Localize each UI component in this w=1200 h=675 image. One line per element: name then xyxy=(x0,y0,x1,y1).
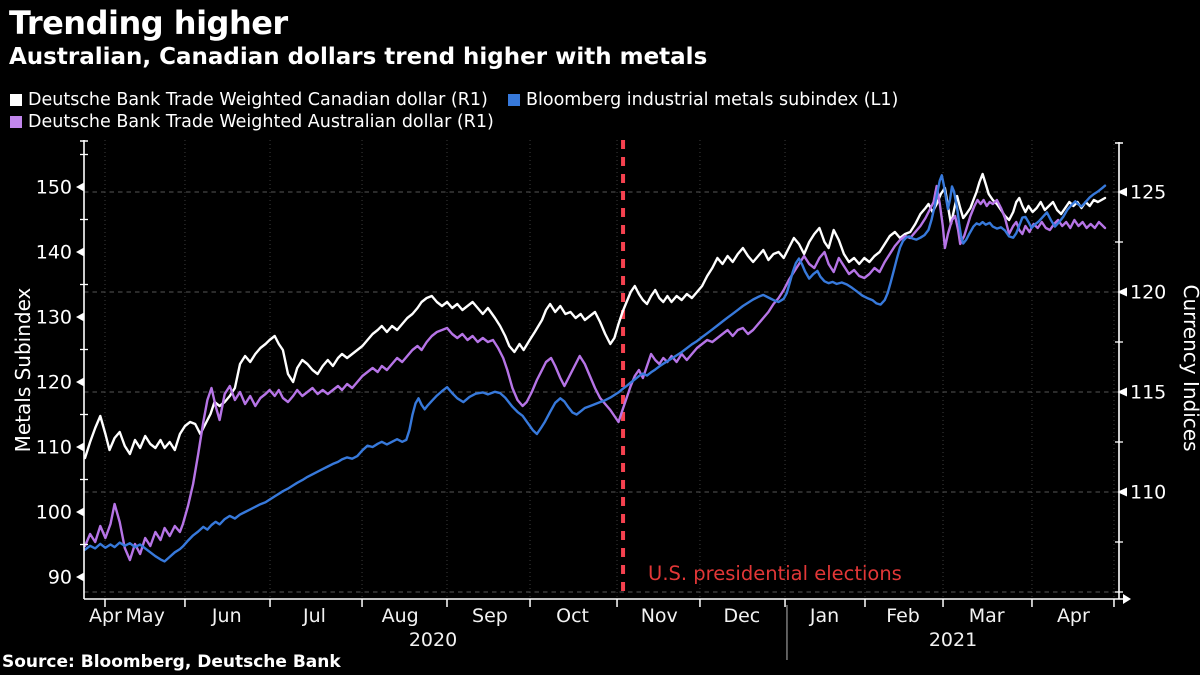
legend-swatch-icon xyxy=(10,116,22,128)
x-month-label: Apr xyxy=(1057,605,1090,627)
x-month-label: May xyxy=(126,605,165,627)
x-month-label: Dec xyxy=(723,605,760,627)
x-month-label: Feb xyxy=(886,605,920,627)
series-line-aud xyxy=(83,184,1107,562)
x-month-label: Oct xyxy=(556,605,589,627)
right-tick-label: 110 xyxy=(1130,482,1166,504)
left-tick-label: 140 xyxy=(36,242,72,264)
left-tick-label: 100 xyxy=(36,502,72,524)
left-tick-arrow-icon xyxy=(76,312,84,322)
left-tick-arrow-icon xyxy=(76,572,84,582)
left-tick-label: 120 xyxy=(36,372,72,394)
series-line-metals xyxy=(83,174,1107,563)
x-month-label: Mar xyxy=(969,605,1005,627)
legend-item: Deutsche Bank Trade Weighted Australian … xyxy=(10,112,494,132)
left-tick-arrow-icon xyxy=(76,182,84,192)
x-year-label: 2020 xyxy=(409,629,457,651)
left-tick-arrow-icon xyxy=(76,507,84,517)
x-year-label: 2021 xyxy=(929,629,977,651)
legend-swatch-icon xyxy=(10,94,22,106)
legend-label: Deutsche Bank Trade Weighted Canadian do… xyxy=(28,90,488,110)
right-tick-arrow-icon xyxy=(1117,487,1127,497)
left-tick-label: 150 xyxy=(36,177,72,199)
legend-item: Bloomberg industrial metals subindex (L1… xyxy=(508,90,898,110)
legend-swatch-icon xyxy=(508,94,520,106)
right-tick-arrow-icon xyxy=(1117,387,1127,397)
event-annotation-label: U.S. presidential elections xyxy=(648,562,902,585)
series-line-cad xyxy=(83,172,1107,460)
x-month-label: Jul xyxy=(302,605,326,627)
left-tick-label: 90 xyxy=(48,567,72,589)
page-subtitle: Australian, Canadian dollars trend highe… xyxy=(9,44,708,70)
left-axis-title: Metals Subindex xyxy=(11,287,35,452)
right-tick-label: 115 xyxy=(1130,382,1166,404)
x-month-label: Apr xyxy=(89,605,122,627)
right-tick-arrow-icon xyxy=(1117,187,1127,197)
x-month-label: Jan xyxy=(809,605,839,627)
right-axis-title: Currency Indices xyxy=(1179,284,1200,451)
right-tick-label: 120 xyxy=(1130,282,1166,304)
left-tick-label: 130 xyxy=(36,307,72,329)
x-month-label: Sep xyxy=(472,605,508,627)
legend-label: Deutsche Bank Trade Weighted Australian … xyxy=(28,112,494,132)
legend-item: Deutsche Bank Trade Weighted Canadian do… xyxy=(10,90,488,110)
x-axis-arrow-icon xyxy=(1123,594,1131,604)
right-tick-label: 125 xyxy=(1130,182,1166,204)
left-tick-label: 110 xyxy=(36,437,72,459)
x-month-label: Nov xyxy=(641,605,678,627)
x-month-label: Jun xyxy=(211,605,242,627)
legend-label: Bloomberg industrial metals subindex (L1… xyxy=(526,90,899,110)
x-month-label: Aug xyxy=(382,605,419,627)
source-note: Source: Bloomberg, Deutsche Bank xyxy=(2,652,341,672)
page-title: Trending higher xyxy=(9,4,288,42)
left-tick-arrow-icon xyxy=(76,442,84,452)
left-tick-arrow-icon xyxy=(76,247,84,257)
right-tick-arrow-icon xyxy=(1117,287,1127,297)
left-tick-arrow-icon xyxy=(76,377,84,387)
